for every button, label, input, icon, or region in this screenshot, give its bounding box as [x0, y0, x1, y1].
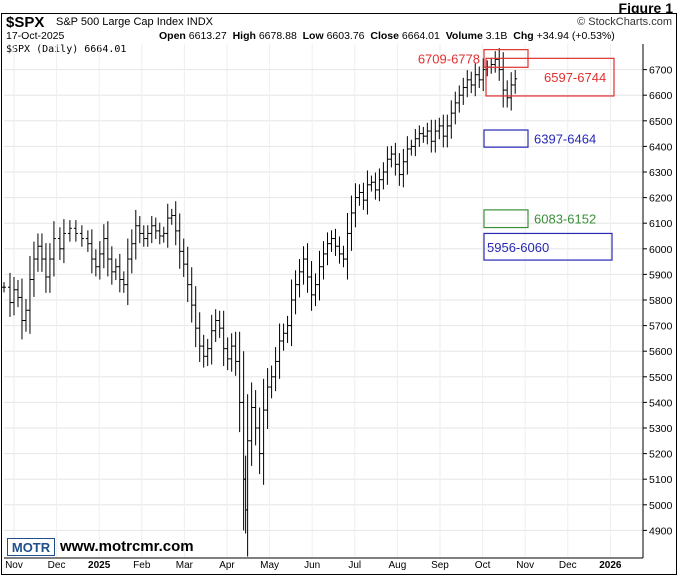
- quote-date: 17-Oct-2025: [6, 30, 65, 42]
- y-tick-label: 6500: [649, 116, 673, 128]
- target-zone-box: [483, 129, 529, 148]
- y-tick-label: 6300: [649, 167, 673, 179]
- quote-values: Open 6613.27 High 6678.88 Low 6603.76 Cl…: [159, 30, 615, 42]
- x-tick-label: Dec: [559, 560, 577, 571]
- target-zones: 6709-6778 6597-6744 6397-6464 6083-6152 5956…: [418, 49, 615, 261]
- y-tick-label: 6700: [649, 65, 673, 77]
- figure-label: Figure 1: [618, 0, 673, 16]
- y-tick-label: 5900: [649, 269, 673, 281]
- target-zone-box: [485, 57, 615, 97]
- x-tick-label: Aug: [388, 560, 406, 571]
- close-label: Close: [370, 30, 399, 42]
- y-tick-label: 5700: [649, 321, 673, 333]
- website-text: www.motrcmr.com: [60, 538, 194, 555]
- x-tick-label: 2025: [88, 560, 111, 571]
- x-tick-label: Oct: [475, 560, 491, 571]
- y-tick-label: 6400: [649, 141, 673, 153]
- chart-frame: [1, 13, 677, 575]
- target-zone-label: 6397-6464: [534, 132, 596, 147]
- open-value: 6613.27: [188, 30, 227, 42]
- x-tick-label: Jun: [304, 560, 320, 571]
- x-tick-label: May: [260, 560, 279, 571]
- y-tick-label: 5600: [649, 346, 673, 358]
- y-tick-label: 6000: [649, 244, 673, 256]
- close-value: 6664.01: [401, 30, 440, 42]
- target-zone-label: 5956-6060: [487, 240, 549, 255]
- target-zone-box: [483, 232, 613, 261]
- volume-value: 3.1B: [485, 30, 508, 42]
- y-tick-label: 5200: [649, 449, 673, 461]
- chart-header: $SPX S&P 500 Large Cap Index INDX © Stoc…: [4, 14, 678, 31]
- credit: © StockCharts.com: [577, 16, 672, 28]
- target-zone-label: 6083-6152: [534, 212, 596, 227]
- y-tick-label: 5000: [649, 500, 673, 512]
- y-tick-label: 5500: [649, 372, 673, 384]
- ohlc-bars: [2, 48, 518, 557]
- high-label: High: [232, 30, 256, 42]
- y-tick-label: 5800: [649, 295, 673, 307]
- index-title: S&P 500 Large Cap Index: [56, 16, 184, 28]
- motr-logo: MOTR: [7, 538, 55, 556]
- exchange: INDX: [186, 16, 213, 28]
- target-zone-box: [483, 209, 529, 229]
- symbol: $SPX: [6, 14, 45, 31]
- open-label: Open: [159, 30, 186, 42]
- series-legend: $SPX (Daily) 6664.01: [6, 44, 127, 55]
- quote-line: 17-Oct-2025 Open 6613.27 High 6678.88 Lo…: [4, 30, 678, 43]
- y-tick-label: 4900: [649, 525, 673, 537]
- low-label: Low: [302, 30, 324, 42]
- x-tick-label: Nov: [516, 560, 534, 571]
- x-tick-label: Mar: [176, 560, 194, 571]
- chg-value: +34.94 (+0.53%): [536, 30, 615, 42]
- target-zone-label: 6709-6778: [418, 51, 480, 66]
- low-value: 6603.76: [326, 30, 365, 42]
- grid: [4, 44, 643, 558]
- x-tick-label: Sep: [431, 560, 449, 571]
- target-zone-label: 6597-6744: [544, 70, 606, 85]
- index-name: S&P 500 Large Cap Index INDX: [56, 16, 213, 28]
- volume-label: Volume: [445, 30, 483, 42]
- y-tick-label: 5100: [649, 474, 673, 486]
- y-tick-label: 5400: [649, 397, 673, 409]
- x-axis: Nov Dec 2025 Feb Mar Apr May Jun Jul Aug Sep Oct Nov…: [4, 557, 643, 571]
- x-tick-label: Dec: [48, 560, 66, 571]
- x-tick-label: Feb: [133, 560, 151, 571]
- y-tick-label: 6200: [649, 193, 673, 205]
- y-tick-label: 6100: [649, 218, 673, 230]
- x-tick-label: Apr: [219, 560, 235, 571]
- chg-label: Chg: [513, 30, 534, 42]
- x-tick-label: Nov: [5, 560, 23, 571]
- y-tick-label: 5300: [649, 423, 673, 435]
- x-tick-label: 2026: [599, 560, 622, 571]
- x-tick-label: Jul: [348, 560, 361, 571]
- y-tick-label: 6600: [649, 90, 673, 102]
- y-axis: 4900 5000 5100 5200 5300 5400 5500 5600 5700 5800…: [642, 44, 673, 558]
- high-value: 6678.88: [258, 30, 297, 42]
